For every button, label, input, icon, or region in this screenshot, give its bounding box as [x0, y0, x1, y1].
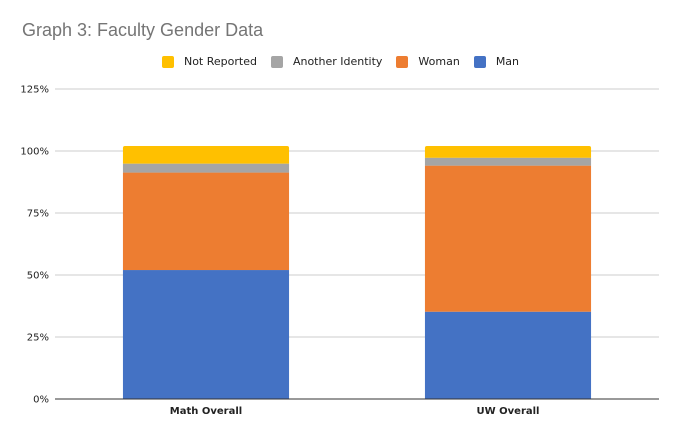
- legend-item-not-reported: Not Reported: [161, 55, 257, 68]
- y-tick-label: 0%: [33, 395, 49, 406]
- legend-label-not-reported: Not Reported: [183, 55, 257, 68]
- legend-item-woman: Woman: [396, 55, 460, 68]
- bar-segment-woman: [424, 165, 592, 312]
- axes: 0% 25% 50% 75% 100% 125% Math Overall UW Overal…: [20, 85, 659, 417]
- chart-title: Graph 3: Faculty Gender Data: [22, 20, 264, 40]
- legend-swatch-not-reported: [161, 55, 174, 68]
- y-tick-label: 50%: [27, 271, 49, 282]
- legend-item-another-identity: Another Identity: [270, 55, 383, 68]
- legend-label-man: Man: [495, 55, 520, 68]
- bars: [122, 146, 592, 399]
- legend-swatch-man: [473, 55, 486, 68]
- x-category-label: UW Overall: [477, 406, 540, 417]
- x-category-label: Math Overall: [170, 406, 242, 417]
- y-tick-label: 75%: [27, 209, 49, 220]
- legend-item-man: Man: [473, 55, 520, 68]
- bar-segment-not-reported: [122, 146, 290, 164]
- bar-segment-woman: [122, 172, 290, 271]
- bar-segment-another-identity: [424, 157, 592, 166]
- legend-swatch-another-identity: [270, 55, 283, 68]
- legend-label-woman: Woman: [418, 55, 460, 68]
- y-tick-label: 25%: [27, 333, 49, 344]
- bar-segment-man: [122, 270, 290, 399]
- bar-segment-man: [424, 311, 592, 399]
- y-tick-label: 125%: [20, 85, 49, 96]
- legend: Not Reported Another Identity Woman Man: [0, 55, 681, 68]
- legend-label-another-identity: Another Identity: [292, 55, 383, 68]
- legend-swatch-woman: [396, 55, 409, 68]
- y-tick-label: 100%: [20, 147, 49, 158]
- bar-segment-not-reported: [424, 146, 592, 158]
- bar-segment-another-identity: [122, 163, 290, 173]
